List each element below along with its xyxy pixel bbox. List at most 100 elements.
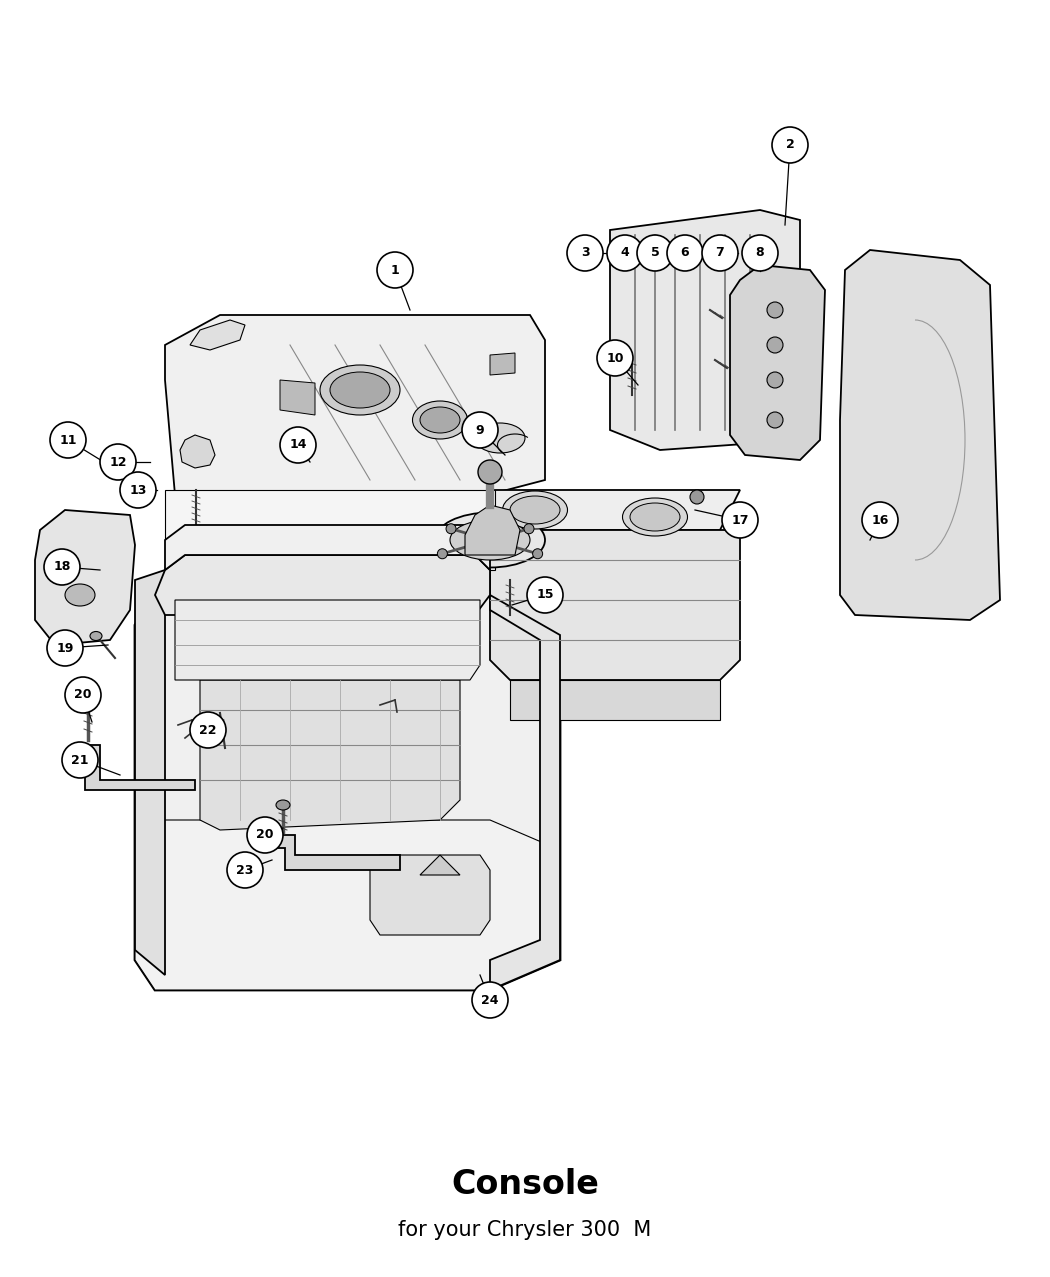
Text: 8: 8 [756,246,764,259]
Ellipse shape [510,495,560,524]
Ellipse shape [450,520,530,561]
Polygon shape [490,530,740,679]
Text: 1: 1 [391,263,399,277]
Polygon shape [35,510,135,645]
Ellipse shape [320,365,400,415]
Text: 9: 9 [476,424,484,437]
Polygon shape [75,744,195,790]
Text: 22: 22 [200,724,216,737]
Polygon shape [490,352,514,375]
Polygon shape [135,595,560,990]
Polygon shape [840,250,1000,621]
Polygon shape [610,209,800,450]
Polygon shape [175,600,480,679]
Text: 20: 20 [256,829,274,842]
Polygon shape [200,679,460,830]
Circle shape [438,549,447,559]
Ellipse shape [276,799,290,810]
Circle shape [44,549,80,585]
Circle shape [446,524,456,534]
Text: 16: 16 [872,513,888,526]
Polygon shape [490,595,560,990]
Circle shape [527,577,563,613]
Ellipse shape [623,498,688,536]
Circle shape [862,502,898,538]
Ellipse shape [90,632,102,641]
Circle shape [637,235,673,271]
Polygon shape [155,555,490,616]
Circle shape [722,502,758,538]
Circle shape [377,252,413,289]
Text: 4: 4 [621,246,629,259]
Circle shape [190,713,226,748]
Text: 18: 18 [54,561,70,573]
Ellipse shape [81,690,94,700]
Circle shape [227,852,262,888]
Text: 7: 7 [716,246,724,259]
Circle shape [766,372,783,388]
Text: 5: 5 [651,246,659,259]
Polygon shape [280,381,315,415]
Circle shape [280,427,316,464]
Polygon shape [165,525,490,570]
Polygon shape [490,490,740,530]
Circle shape [742,235,778,271]
Text: 11: 11 [59,433,77,447]
Text: 2: 2 [785,138,795,152]
Polygon shape [270,835,400,870]
Circle shape [567,235,603,271]
Text: 10: 10 [606,351,624,364]
Circle shape [766,301,783,318]
Text: 14: 14 [289,438,307,452]
Ellipse shape [65,584,94,607]
Polygon shape [730,266,825,460]
Polygon shape [465,504,520,555]
Circle shape [100,444,136,480]
Circle shape [247,817,284,853]
Ellipse shape [475,423,525,453]
Ellipse shape [420,407,460,433]
Ellipse shape [630,503,680,531]
Circle shape [50,421,86,458]
Ellipse shape [330,372,390,407]
Circle shape [766,412,783,428]
Text: 6: 6 [680,246,689,259]
Circle shape [766,337,783,352]
Circle shape [62,742,98,778]
Circle shape [47,630,83,667]
Polygon shape [135,570,165,976]
Polygon shape [370,856,490,935]
Text: 23: 23 [236,863,254,876]
Polygon shape [135,820,560,990]
Text: 24: 24 [481,994,499,1006]
Polygon shape [165,315,545,510]
Text: Console: Console [452,1168,598,1202]
Text: 19: 19 [57,641,74,655]
Circle shape [65,677,101,713]
Ellipse shape [413,401,467,439]
Circle shape [667,235,704,271]
Circle shape [478,460,502,484]
Circle shape [120,472,156,508]
Polygon shape [420,856,460,875]
Polygon shape [190,321,245,350]
Circle shape [702,235,738,271]
Text: 13: 13 [129,484,147,497]
Circle shape [597,340,633,375]
Polygon shape [180,435,215,467]
Circle shape [462,412,498,448]
Circle shape [472,982,508,1018]
Text: 17: 17 [731,513,749,526]
Circle shape [690,490,704,504]
Text: 15: 15 [537,589,553,601]
Circle shape [772,126,808,163]
Polygon shape [510,679,720,720]
Text: 12: 12 [109,456,127,469]
Circle shape [607,235,643,271]
Ellipse shape [435,512,545,567]
Polygon shape [165,490,495,570]
Circle shape [532,549,543,559]
Text: 21: 21 [71,753,89,766]
Text: 20: 20 [75,688,91,701]
Text: for your Chrysler 300  M: for your Chrysler 300 M [398,1220,652,1240]
